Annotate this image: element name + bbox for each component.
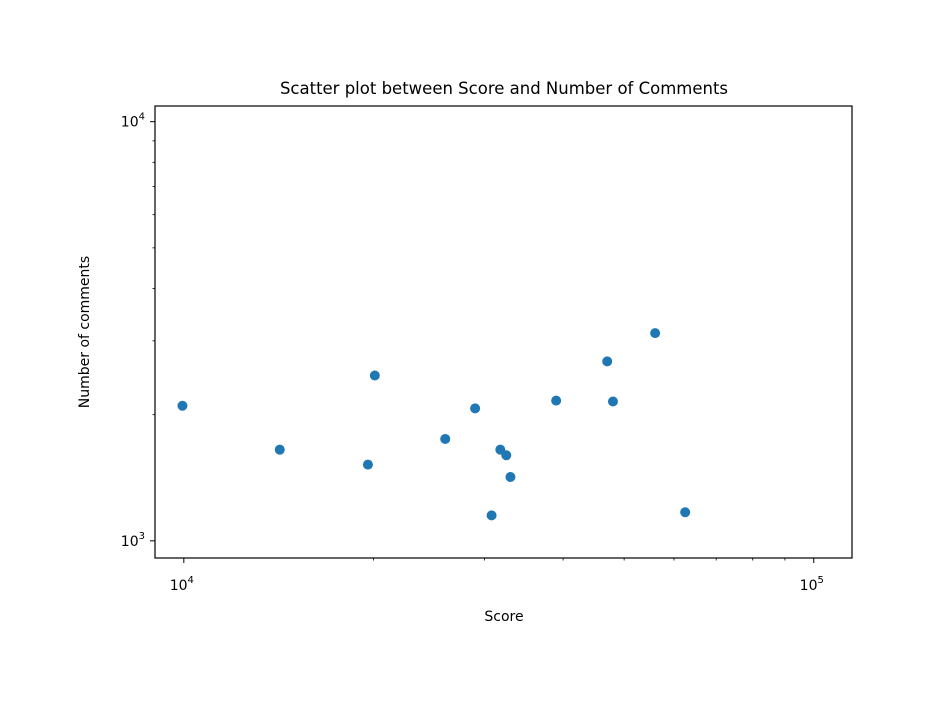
plot-frame bbox=[154, 105, 853, 559]
scatter-points bbox=[177, 328, 691, 521]
scatter-point bbox=[470, 403, 481, 414]
scatter-point bbox=[369, 370, 380, 381]
y-tick-label: 104 bbox=[121, 112, 145, 131]
scatter-point bbox=[274, 444, 285, 455]
scatter-point bbox=[505, 472, 516, 483]
y-axis-label: Number of comments bbox=[77, 256, 93, 408]
scatter-point bbox=[650, 328, 661, 339]
scatter-point bbox=[680, 507, 691, 518]
scatter-point bbox=[551, 395, 562, 406]
scatter-point bbox=[440, 433, 451, 444]
scatter-point bbox=[607, 396, 618, 407]
scatter-point bbox=[602, 356, 613, 367]
scatter-point bbox=[362, 459, 373, 470]
scatter-point bbox=[177, 400, 188, 411]
scatter-point bbox=[486, 510, 497, 521]
x-axis-label: Score bbox=[484, 609, 523, 625]
chart-title: Scatter plot between Score and Number of… bbox=[280, 79, 728, 98]
x-tick-label: 104 bbox=[170, 575, 194, 594]
y-tick-label: 103 bbox=[121, 531, 145, 550]
minor-ticks bbox=[152, 140, 786, 561]
x-tick-label: 105 bbox=[800, 575, 824, 594]
major-ticks: 104 105 103 104 bbox=[121, 112, 824, 594]
scatter-point bbox=[501, 450, 512, 461]
